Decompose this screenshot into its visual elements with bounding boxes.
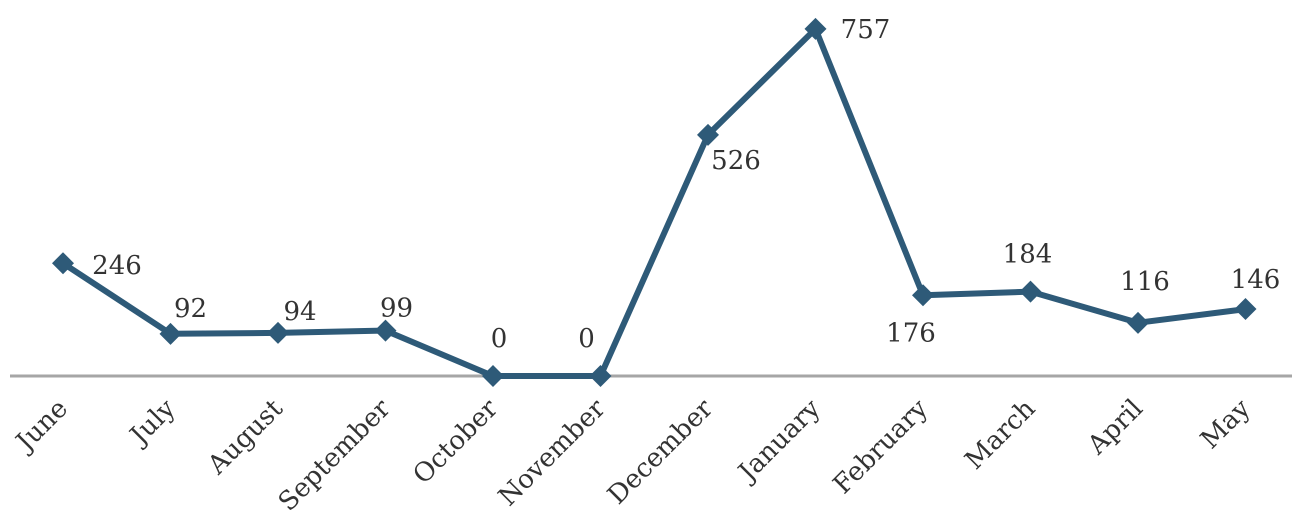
data-point-december <box>697 123 719 146</box>
data-point-november <box>589 365 612 387</box>
data-point-february <box>912 284 934 307</box>
data-point-march <box>1019 280 1042 303</box>
data-label-september: 99 <box>380 294 413 324</box>
data-label-february: 176 <box>886 318 936 348</box>
data-point-august <box>267 321 289 344</box>
data-point-april <box>1127 311 1149 334</box>
data-label-december: 526 <box>711 146 761 176</box>
data-point-january <box>804 17 827 40</box>
data-label-january: 757 <box>841 15 891 45</box>
x-tick-label-september: September <box>273 393 397 514</box>
data-point-october <box>482 365 504 387</box>
data-label-july: 92 <box>174 294 207 324</box>
x-tick-label-march: March <box>960 394 1042 476</box>
data-label-april: 116 <box>1120 267 1170 297</box>
data-label-june: 246 <box>92 251 142 281</box>
data-label-october: 0 <box>491 324 508 354</box>
x-tick-label-february: February <box>828 394 935 501</box>
x-tick-label-july: July <box>123 394 182 453</box>
data-point-july <box>159 322 182 345</box>
data-label-march: 184 <box>1003 240 1053 270</box>
x-tick-label-january: January <box>731 394 827 490</box>
x-tick-label-june: June <box>9 394 74 459</box>
x-tick-label-may: May <box>1195 394 1257 456</box>
x-tick-label-december: December <box>602 393 719 510</box>
data-label-may: 146 <box>1231 265 1281 295</box>
x-tick-label-april: April <box>1081 394 1149 462</box>
data-point-june <box>52 252 74 275</box>
data-point-september <box>374 319 397 342</box>
data-point-may <box>1234 298 1257 321</box>
x-tick-label-october: October <box>407 393 504 490</box>
data-label-november: 0 <box>578 324 595 354</box>
x-tick-label-november: November <box>493 393 612 512</box>
data-label-august: 94 <box>283 297 316 327</box>
x-tick-label-august: August <box>201 393 289 481</box>
series-line <box>61 25 1246 379</box>
